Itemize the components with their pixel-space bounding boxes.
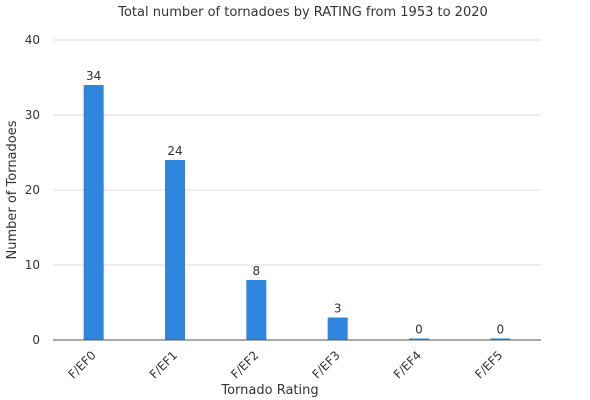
bars (83, 85, 511, 340)
bar (409, 338, 429, 340)
data-labels: 34 24 8 3 0 0 (86, 69, 504, 337)
x-tick-label: F/EF0 (65, 348, 98, 381)
x-axis-title: Tornado Rating (220, 383, 318, 398)
data-label: 34 (86, 69, 101, 83)
y-tick-label: 20 (25, 183, 40, 197)
x-axis-ticks: F/EF0 F/EF1 F/EF2 F/EF3 F/EF4 F/EF5 (65, 348, 505, 381)
y-tick-label: 10 (25, 258, 40, 272)
data-label: 0 (415, 323, 423, 337)
y-tick-label: 30 (25, 108, 40, 122)
data-label: 8 (253, 264, 261, 278)
y-tick-label: 40 (25, 33, 40, 47)
y-axis-title: Number of Tornadoes (5, 120, 20, 259)
bar (490, 338, 511, 340)
data-label: 3 (334, 302, 342, 316)
x-tick-label: F/EF1 (147, 348, 180, 381)
bar (165, 160, 185, 340)
x-tick-label: F/EF3 (309, 348, 342, 381)
chart-title: Total number of tornadoes by RATING from… (117, 5, 488, 20)
data-label: 24 (167, 144, 182, 158)
x-tick-label: F/EF5 (472, 348, 505, 381)
y-axis-ticks: 0 10 20 30 40 (25, 33, 40, 347)
x-tick-label: F/EF2 (228, 348, 261, 381)
bar (83, 85, 104, 340)
bar (327, 317, 348, 340)
bar (246, 280, 267, 340)
x-tick-label: F/EF4 (391, 348, 424, 381)
y-tick-label: 0 (32, 333, 40, 347)
data-label: 0 (497, 323, 505, 337)
gridlines (53, 39, 541, 266)
